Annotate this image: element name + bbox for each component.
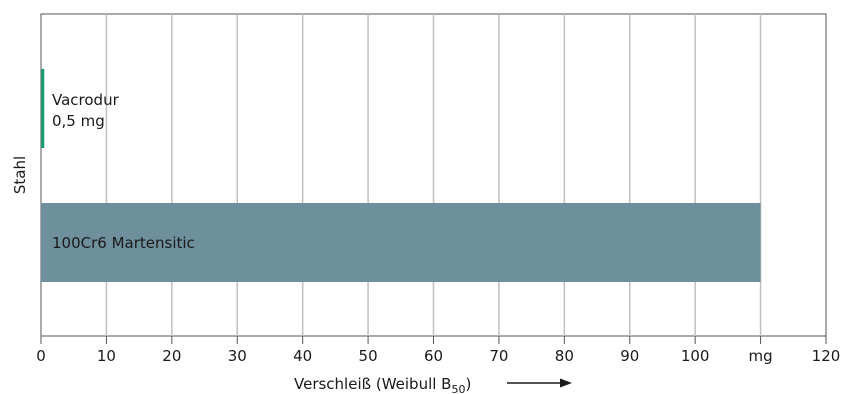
- bar-100cr6-martensitic: [41, 203, 761, 282]
- arrow-right-icon: [507, 378, 572, 388]
- x-tick-label: 0: [36, 347, 46, 365]
- bar-label-vacrodur-name: Vacrodur: [52, 91, 120, 109]
- x-tick-label: 80: [555, 347, 574, 365]
- x-tick-label: 70: [489, 347, 508, 365]
- x-axis-title-suffix: ): [465, 375, 471, 393]
- x-tick-label: 30: [228, 347, 247, 365]
- x-axis-title-subscript: 50: [451, 383, 465, 394]
- bar-labels: Vacrodur 0,5 mg 100Cr6 Martensitic: [52, 91, 195, 252]
- y-axis-title: Stahl: [11, 156, 29, 194]
- grid-lines: [105, 14, 762, 336]
- x-axis-ticks: 0 10 20 30 40 50 60 70 80 90 100 mg 120: [36, 336, 840, 365]
- x-tick-label: 120: [812, 347, 841, 365]
- x-tick-label: 20: [162, 347, 181, 365]
- x-axis-title: Verschleiß (Weibull B50): [294, 375, 471, 394]
- bar-vacrodur: [41, 69, 45, 148]
- x-tick-label: 90: [620, 347, 639, 365]
- x-tick-label: 10: [97, 347, 116, 365]
- bars: [41, 69, 761, 282]
- x-tick-label: 50: [359, 347, 378, 365]
- bar-label-vacrodur-value: 0,5 mg: [52, 112, 105, 130]
- bar-label-100cr6: 100Cr6 Martensitic: [52, 234, 195, 252]
- x-axis-title-main: Verschleiß (Weibull B: [294, 375, 451, 393]
- x-tick-label: 40: [293, 347, 312, 365]
- x-tick-label: 60: [424, 347, 443, 365]
- x-tick-label: 100: [681, 347, 710, 365]
- x-tick-label: mg: [749, 347, 773, 365]
